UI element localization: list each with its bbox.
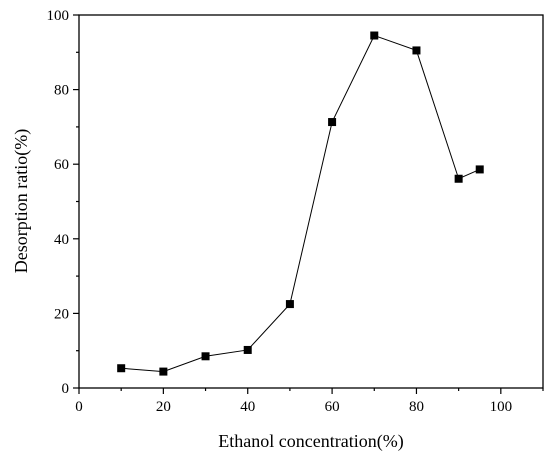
y-tick-label: 20 [54,306,69,322]
y-axis-title: Desorption ratio(%) [11,129,32,273]
data-point [159,367,168,376]
data-point [243,345,252,354]
y-tick-label: 40 [54,232,69,248]
data-point [412,46,421,55]
data-series [117,31,484,376]
x-tick-label: 100 [490,399,513,415]
x-tick-label: 20 [156,399,171,415]
data-point [117,364,126,373]
data-point [370,31,379,40]
data-point [328,118,337,127]
x-tick-label: 80 [409,399,424,415]
data-point [285,300,294,309]
y-tick-label: 0 [62,381,70,397]
data-point [454,174,463,183]
x-axis-ticks: 0 20 40 60 80 100 [75,388,544,415]
x-axis-title: Ethanol concentration(%) [218,431,403,452]
y-axis-ticks: 0 20 40 60 80 100 [47,8,79,397]
data-point [201,352,210,361]
y-tick-label: 100 [47,8,70,24]
x-tick-label: 0 [75,399,83,415]
data-point [475,165,484,174]
x-tick-label: 60 [325,399,340,415]
y-tick-label: 80 [54,83,69,99]
x-tick-label: 40 [240,399,255,415]
y-tick-label: 60 [54,157,69,173]
series-line [121,34,480,373]
